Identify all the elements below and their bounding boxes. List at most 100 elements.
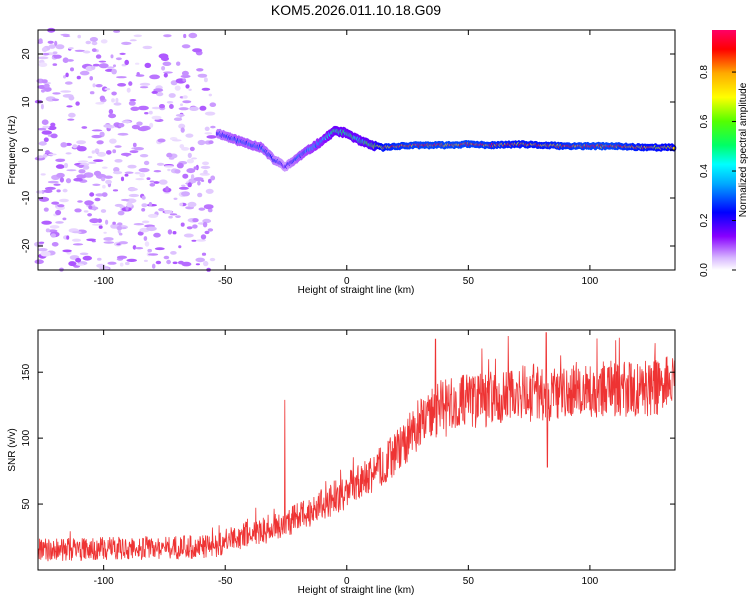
noise-speckle — [89, 218, 100, 224]
noise-speckle — [36, 155, 44, 159]
spectrogram-ytick-label: -20 — [21, 238, 32, 253]
noise-speckle — [117, 132, 129, 136]
noise-speckle — [148, 202, 153, 207]
noise-speckle — [39, 241, 45, 244]
noise-speckle — [186, 168, 196, 174]
snr-ytick-label: 150 — [21, 363, 32, 380]
noise-speckle — [92, 63, 100, 67]
snr-panel: -100 -50 0 50 100 50 100 150 Height of straigh… — [7, 329, 676, 596]
noise-speckle — [191, 157, 198, 160]
noise-speckle — [182, 100, 192, 104]
noise-speckle — [113, 64, 116, 68]
noise-speckle — [66, 59, 74, 62]
noise-speckle — [100, 209, 107, 213]
noise-speckle — [103, 241, 115, 244]
noise-speckle — [38, 38, 43, 44]
noise-speckle — [82, 255, 93, 261]
colorbar-gradient — [712, 30, 736, 270]
noise-speckle — [163, 34, 172, 38]
noise-speckle — [210, 175, 216, 181]
noise-speckle — [153, 170, 162, 173]
snr-background — [38, 330, 675, 570]
noise-speckle — [62, 217, 67, 221]
noise-speckle — [137, 105, 149, 111]
noise-speckle — [158, 208, 165, 212]
noise-speckle — [193, 177, 204, 182]
noise-speckle — [126, 202, 133, 208]
spectrogram-ytick-label: 0 — [21, 147, 32, 153]
noise-speckle — [96, 140, 104, 145]
noise-speckle — [174, 85, 181, 91]
noise-speckle — [128, 193, 140, 198]
noise-speckle — [164, 210, 173, 214]
noise-speckle — [153, 181, 160, 184]
noise-speckle — [63, 75, 67, 79]
noise-speckle — [139, 86, 149, 89]
snr-frame — [37, 329, 676, 571]
noise-speckle — [202, 221, 208, 228]
noise-speckle — [204, 132, 213, 135]
noise-speckle — [47, 125, 57, 131]
noise-speckle — [166, 101, 174, 104]
noise-speckle — [141, 195, 146, 200]
noise-speckle — [117, 83, 127, 87]
noise-speckle — [95, 84, 103, 88]
noise-speckle — [108, 113, 117, 119]
noise-speckle — [72, 243, 84, 246]
snr-xtick-label: 50 — [463, 576, 475, 587]
spectrogram-xtick-label: 50 — [463, 276, 475, 287]
noise-speckle — [66, 235, 70, 240]
noise-speckle — [93, 170, 102, 177]
noise-speckle — [181, 70, 189, 76]
noise-speckle — [74, 49, 86, 52]
noise-speckle — [180, 103, 183, 106]
noise-speckle — [110, 223, 119, 229]
noise-speckle — [191, 239, 197, 242]
noise-speckle — [118, 232, 123, 236]
noise-speckle — [95, 193, 104, 197]
spectrogram-xtick-label: 100 — [582, 276, 599, 287]
noise-speckle — [196, 239, 207, 242]
noise-speckle — [55, 164, 65, 169]
noise-speckle — [149, 122, 154, 128]
noise-speckle — [207, 228, 214, 232]
noise-speckle — [151, 106, 162, 110]
noise-speckle — [206, 135, 217, 139]
noise-speckle — [76, 263, 85, 266]
noise-speckle — [116, 225, 123, 231]
noise-speckle — [168, 93, 176, 98]
noise-speckle — [38, 62, 48, 67]
noise-speckle — [104, 87, 111, 91]
noise-speckle — [42, 125, 50, 129]
noise-speckle — [43, 137, 49, 142]
noise-speckle — [119, 52, 126, 56]
spectrogram-ytick-label: 10 — [21, 96, 32, 108]
noise-speckle — [210, 125, 216, 129]
noise-speckle — [144, 112, 149, 115]
noise-speckle — [205, 188, 214, 194]
noise-speckle — [179, 144, 185, 149]
noise-speckle — [83, 50, 91, 54]
noise-speckle — [52, 92, 61, 95]
noise-speckle — [181, 261, 192, 267]
noise-speckle — [55, 44, 65, 50]
noise-speckle — [192, 224, 198, 229]
noise-speckle — [168, 215, 173, 219]
noise-speckle — [181, 184, 186, 187]
noise-speckle — [207, 208, 213, 213]
noise-speckle — [182, 78, 186, 82]
noise-speckle — [34, 259, 44, 265]
noise-speckle — [86, 238, 96, 242]
noise-speckle — [190, 174, 195, 180]
noise-speckle — [50, 133, 58, 139]
noise-speckle — [43, 207, 49, 212]
noise-speckle — [110, 54, 114, 59]
noise-speckle — [62, 188, 68, 193]
noise-speckle — [78, 160, 89, 163]
noise-speckle — [151, 263, 156, 269]
noise-speckle — [91, 41, 98, 46]
noise-speckle — [75, 257, 82, 263]
noise-speckle — [53, 183, 61, 186]
snr-xtick-label: 100 — [582, 576, 599, 587]
noise-speckle — [37, 56, 49, 60]
